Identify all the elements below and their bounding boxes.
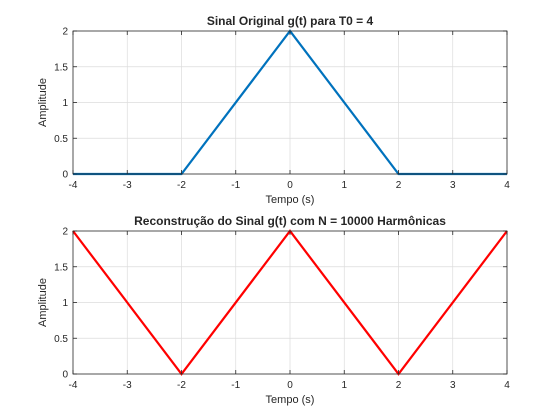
x-tick-label: -2 bbox=[177, 180, 186, 191]
x-tick-label: 1 bbox=[341, 380, 347, 391]
x-tick-label: 0 bbox=[287, 380, 293, 391]
x-tick-label: -4 bbox=[69, 380, 78, 391]
chart-reconstructed-signal: -4 -3 -2 -1 0 1 2 3 4 0 0.5 1 1.5 2 Reconstrução do S… bbox=[37, 214, 510, 406]
x-tick-label: 2 bbox=[396, 380, 402, 391]
y-tick-label: 0 bbox=[62, 370, 68, 381]
y-tick-label: 1.5 bbox=[54, 62, 68, 73]
x-tick-label: -1 bbox=[231, 380, 240, 391]
x-tick-label: -4 bbox=[69, 180, 78, 191]
grid bbox=[73, 231, 507, 374]
chart-original-signal: -4 -3 -2 -1 0 1 2 3 4 0 0.5 1 1.5 2 Sinal Original g(… bbox=[37, 14, 510, 206]
y-tick-label: 0.5 bbox=[54, 334, 68, 345]
y-tick-label: 2 bbox=[62, 27, 68, 38]
x-tick-label: 4 bbox=[504, 180, 510, 191]
x-tick-label: -3 bbox=[123, 180, 132, 191]
x-tick-label: 4 bbox=[504, 380, 510, 391]
chart-title: Reconstrução do Sinal g(t) com N = 10000… bbox=[134, 214, 446, 228]
x-tick-label: -3 bbox=[123, 380, 132, 391]
x-axis-label: Tempo (s) bbox=[266, 194, 315, 206]
y-tick-label: 1.5 bbox=[54, 262, 68, 273]
x-tick-label: -1 bbox=[231, 180, 240, 191]
y-tick-label: 0 bbox=[62, 170, 68, 181]
x-tick-label: -2 bbox=[177, 380, 186, 391]
x-tick-label: 1 bbox=[341, 180, 347, 191]
x-tick-label: 2 bbox=[396, 180, 402, 191]
x-tick-label: 0 bbox=[287, 180, 293, 191]
y-tick-label: 1 bbox=[62, 98, 68, 109]
x-axis-label: Tempo (s) bbox=[266, 394, 315, 406]
ticks: -4 -3 -2 -1 0 1 2 3 4 0 0.5 1 1.5 2 bbox=[54, 227, 510, 392]
ticks: -4 -3 -2 -1 0 1 2 3 4 0 0.5 1 1.5 2 bbox=[54, 27, 510, 192]
chart-title: Sinal Original g(t) para T0 = 4 bbox=[207, 14, 374, 28]
y-tick-label: 2 bbox=[62, 227, 68, 238]
x-tick-label: 3 bbox=[450, 380, 456, 391]
x-tick-label: 3 bbox=[450, 180, 456, 191]
y-axis-label: Amplitude bbox=[37, 78, 49, 127]
y-tick-label: 1 bbox=[62, 298, 68, 309]
y-axis-label: Amplitude bbox=[37, 278, 49, 327]
y-tick-label: 0.5 bbox=[54, 134, 68, 145]
